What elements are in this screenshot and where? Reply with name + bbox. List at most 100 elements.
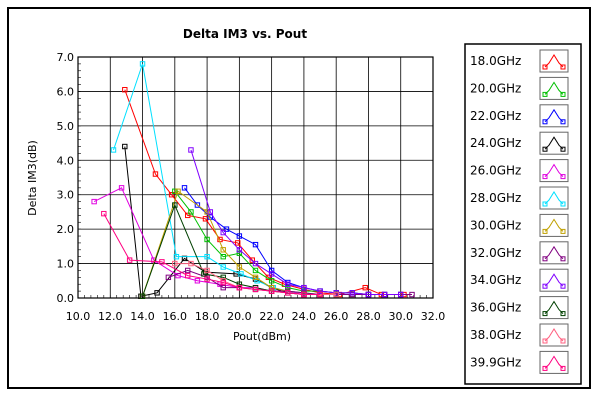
data-point [301, 284, 307, 291]
data-point [101, 210, 107, 217]
data-point [252, 260, 259, 267]
data-point [165, 274, 172, 281]
data-point [238, 271, 244, 277]
x-tick-label: 26.0 [324, 310, 349, 323]
data-point [204, 253, 210, 260]
data-point [252, 267, 259, 274]
series-39.9GHz [101, 210, 323, 298]
data-point [236, 281, 243, 287]
data-point [333, 291, 339, 298]
data-point [285, 281, 291, 287]
y-tick-label: 5.0 [57, 120, 75, 133]
x-tick-label: 22.0 [259, 310, 284, 323]
legend-swatch-marker [560, 283, 566, 289]
data-point [220, 247, 226, 253]
legend-swatch-marker [542, 201, 548, 207]
y-tick-label: 0.0 [57, 292, 75, 305]
legend-swatch-marker [560, 338, 566, 344]
data-point [220, 274, 226, 281]
y-tick-label: 7.0 [57, 51, 75, 64]
x-tick-label: 28.0 [356, 310, 381, 323]
legend-label: 32.0GHz [470, 246, 521, 260]
legend-label: 28.0GHz [470, 191, 521, 205]
y-tick-label: 1.0 [57, 258, 75, 271]
legend-swatch-line [544, 218, 564, 232]
data-point [188, 260, 194, 267]
legend-swatch-marker [542, 365, 548, 371]
data-point [268, 288, 275, 294]
data-point [236, 250, 243, 256]
data-point [126, 257, 133, 263]
data-point [252, 241, 259, 248]
data-point [285, 290, 291, 296]
data-point [122, 87, 128, 93]
series-22.0GHz [181, 185, 404, 298]
legend-swatch-marker [542, 338, 548, 344]
data-point [204, 236, 210, 243]
legend-swatch-marker [560, 311, 566, 317]
y-tick-label: 6.0 [57, 85, 75, 98]
legend-label: 26.0GHz [470, 164, 521, 178]
data-point [349, 290, 356, 296]
data-point [118, 185, 125, 191]
legend-swatch-line [544, 163, 564, 177]
legend-swatch-marker [542, 174, 548, 180]
plot-area: 10.0 12.0 14.0 16.0 18.0 20.0 22.0 24.0 26.0 28.0… [57, 51, 446, 323]
legend-label: 34.0GHz [470, 273, 521, 287]
data-point [409, 291, 415, 298]
legend-label: 20.0GHz [470, 81, 521, 95]
data-point [317, 288, 323, 294]
data-point [223, 226, 230, 232]
data-point [249, 257, 255, 263]
data-point [154, 290, 160, 296]
data-point [220, 264, 226, 270]
data-point [236, 284, 243, 291]
y-axis-label: Delta IM3(dB) [26, 140, 39, 216]
data-point [139, 293, 146, 299]
legend-swatch-marker [542, 228, 548, 234]
legend-swatch-marker [542, 311, 548, 317]
data-point [398, 291, 404, 298]
data-point [204, 209, 210, 215]
data-point [172, 260, 178, 267]
legend-swatch-marker [560, 91, 566, 97]
legend-swatch-marker [560, 365, 566, 371]
legend-swatch-line [544, 245, 564, 260]
legend-label: 30.0GHz [470, 218, 521, 232]
x-tick-label: 32.0 [421, 310, 446, 323]
legend-swatch-marker [542, 119, 548, 125]
x-tick-label: 16.0 [163, 310, 188, 323]
x-tick-label: 20.0 [227, 310, 252, 323]
data-point [122, 143, 128, 150]
legend-label: 24.0GHz [470, 136, 521, 150]
chart-title: Delta IM3 vs. Pout [183, 27, 307, 41]
legend-swatch-line [544, 108, 564, 123]
data-point [301, 291, 307, 298]
plot-border [77, 56, 434, 299]
data-point [172, 202, 178, 208]
data-point [185, 272, 191, 279]
data-point [159, 259, 165, 265]
legend-label: 22.0GHz [470, 109, 521, 123]
data-point [172, 188, 178, 194]
legend-swatch-marker [560, 174, 566, 180]
data-point [220, 229, 226, 236]
y-tick-label: 4.0 [57, 154, 75, 167]
data-point [235, 240, 241, 246]
legend-swatch-marker [560, 256, 566, 262]
legend-swatch-line [544, 328, 564, 342]
data-point [285, 284, 291, 291]
x-tick-label: 10.0 [66, 310, 91, 323]
legend-label: 38.0GHz [470, 328, 521, 342]
legend-swatch-line [544, 81, 564, 95]
data-point [152, 171, 159, 177]
legend-swatch-marker [560, 201, 566, 207]
legend-swatch-marker [560, 146, 566, 152]
legend-swatch-line [544, 300, 564, 314]
legend-swatch-marker [542, 146, 548, 152]
legend-swatch-line [544, 54, 564, 68]
data-point [236, 247, 243, 253]
data-point [185, 267, 191, 274]
data-point [185, 212, 191, 219]
data-point [268, 271, 275, 277]
